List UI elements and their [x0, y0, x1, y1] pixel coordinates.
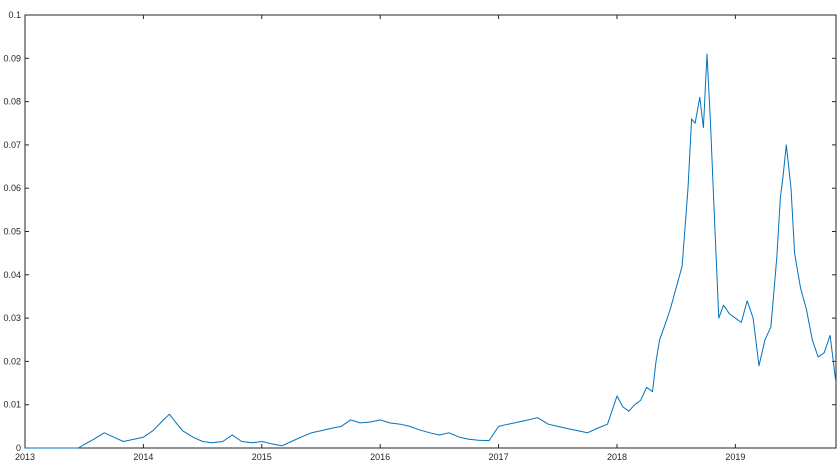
series-layer	[25, 53, 837, 449]
y-tick-label: 0	[16, 443, 21, 453]
series-line-0	[25, 53, 837, 449]
y-tick-label: 0.03	[3, 313, 21, 323]
x-tick-label: 2017	[489, 452, 509, 462]
y-tick-label: 0.06	[3, 183, 21, 193]
x-tick-label: 2019	[725, 452, 745, 462]
x-tick-label: 2015	[252, 452, 272, 462]
x-tick-label: 2016	[370, 452, 390, 462]
y-tick-label: 0.02	[3, 356, 21, 366]
x-tick-label: 2018	[607, 452, 627, 462]
y-tick-label: 0.01	[3, 400, 21, 410]
axes-box	[24, 14, 837, 449]
y-axis-ticks: 0 0.01 0.02 0.03 0.04 0.05 0.06 0.07 0.08 0.09 0.1	[3, 10, 836, 453]
y-tick-label: 0.04	[3, 270, 21, 280]
x-tick-label: 2014	[133, 452, 153, 462]
y-tick-label: 0.08	[3, 97, 21, 107]
plot-frame	[24, 14, 837, 449]
x-axis-ticks: 2013 2014 2015 2016 2017 2018 2019	[15, 15, 745, 462]
y-tick-label: 0.09	[3, 53, 21, 63]
y-tick-label: 0.07	[3, 140, 21, 150]
y-tick-label: 0.05	[3, 227, 21, 237]
x-tick-label: 2013	[15, 452, 35, 462]
y-tick-label: 0.1	[8, 10, 21, 20]
